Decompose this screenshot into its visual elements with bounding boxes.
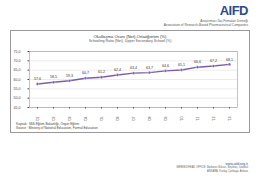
html-text:MERKEZ/HEAD OFFICE: Barbaros B: MERKEZ/HEAD OFFICE: Barbaros Bulvarı, Be… bbox=[176, 166, 248, 170]
svg-text:2005/'06: 2005/'06 bbox=[116, 117, 120, 122]
svg-text:2007/'08: 2007/'08 bbox=[148, 117, 152, 122]
svg-text:2003/'04: 2003/'04 bbox=[84, 117, 88, 122]
svg-text:59,3: 59,3 bbox=[66, 74, 73, 78]
svg-text:2008/'09: 2008/'09 bbox=[164, 117, 168, 122]
svg-text:62,4: 62,4 bbox=[114, 68, 121, 72]
svg-text:67,2: 67,2 bbox=[210, 59, 217, 63]
html-text:Association of Research-Based: Association of Research-Based Pharmaceut… bbox=[163, 23, 248, 27]
svg-text:2001/'02: 2001/'02 bbox=[52, 117, 56, 122]
svg-text:61,2: 61,2 bbox=[98, 70, 105, 74]
svg-text:2002/'03: 2002/'03 bbox=[68, 117, 72, 122]
svg-text:65,1: 65,1 bbox=[178, 63, 185, 67]
html-text:www.aifd.org.tr: www.aifd.org.tr bbox=[225, 162, 248, 166]
svg-text:75,0: 75,0 bbox=[14, 50, 21, 54]
html-text:ANKARA: Kızılay, Çankaya, Anka: ANKARA: Kızılay, Çankaya, Ankara bbox=[207, 169, 248, 173]
html-text:Araştırmacı İlaç Firmaları Der: Araştırmacı İlaç Firmaları Derneği bbox=[200, 19, 248, 23]
svg-text:70,0: 70,0 bbox=[14, 59, 21, 63]
svg-text:57,6: 57,6 bbox=[34, 77, 41, 81]
svg-text:45,0: 45,0 bbox=[14, 106, 21, 110]
svg-text:65,0: 65,0 bbox=[14, 68, 21, 72]
svg-text:66,6: 66,6 bbox=[194, 60, 201, 64]
svg-text:64,6: 64,6 bbox=[162, 64, 169, 68]
svg-text:68,1: 68,1 bbox=[226, 58, 233, 62]
svg-text:60,0: 60,0 bbox=[14, 78, 21, 82]
svg-text:55,0: 55,0 bbox=[14, 87, 21, 91]
svg-text:50,0: 50,0 bbox=[14, 96, 21, 100]
svg-text:63,7: 63,7 bbox=[146, 66, 153, 70]
svg-text:63,4: 63,4 bbox=[130, 66, 137, 70]
svg-text:2010/'11: 2010/'11 bbox=[196, 117, 200, 122]
svg-text:2009/'10: 2009/'10 bbox=[180, 117, 184, 122]
svg-text:2000/'01: 2000/'01 bbox=[36, 117, 40, 122]
svg-text:2006/'07: 2006/'07 bbox=[132, 117, 136, 122]
svg-text:60,7: 60,7 bbox=[82, 71, 89, 75]
svg-text:58,5: 58,5 bbox=[50, 75, 57, 79]
html-text:AIFD: AIFD bbox=[219, 3, 248, 18]
svg-text:2012/'13: 2012/'13 bbox=[228, 117, 232, 122]
html-text:Source : Ministry of National: Source : Ministry of National Education,… bbox=[16, 126, 98, 130]
svg-text:2004/'05: 2004/'05 bbox=[100, 117, 104, 122]
html-text:Kaynak : Milli Eğitim Bakanlığ: Kaynak : Milli Eğitim Bakanlığı, Örgün E… bbox=[16, 122, 80, 126]
svg-text:2011/'12: 2011/'12 bbox=[212, 117, 216, 122]
html-text:Schooling Ratio (Net), Upper S: Schooling Ratio (Net), Upper Secondary S… bbox=[88, 39, 172, 43]
html-text:Okullaşma Oranı (Net),Ortaöğre: Okullaşma Oranı (Net),Ortaöğretim (%) bbox=[93, 34, 167, 39]
